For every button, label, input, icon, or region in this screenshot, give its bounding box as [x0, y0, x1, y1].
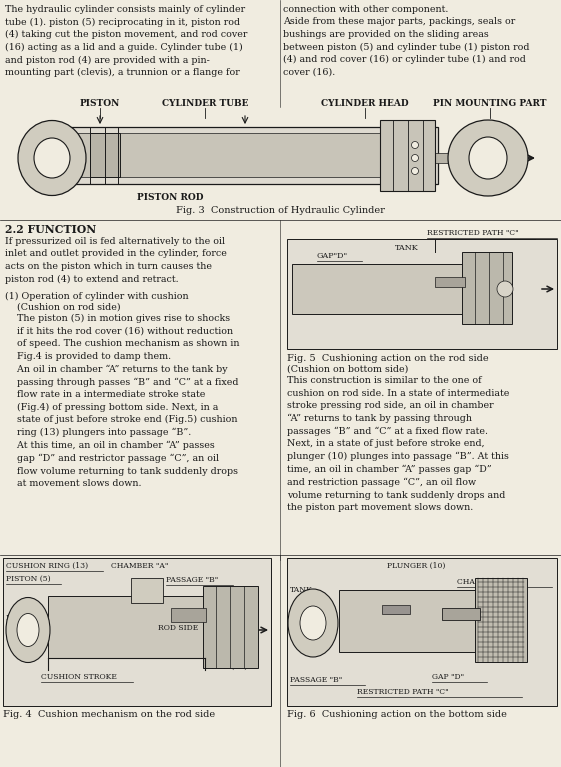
- Bar: [65, 133, 430, 177]
- Text: Fig. 6  Cushioning action on the bottom side: Fig. 6 Cushioning action on the bottom s…: [287, 710, 507, 719]
- Bar: [203, 586, 258, 668]
- Text: ROD SIDE: ROD SIDE: [158, 624, 198, 632]
- Text: (1) Operation of cylinder with cushion: (1) Operation of cylinder with cushion: [5, 292, 188, 301]
- Bar: [58, 127, 438, 184]
- Bar: [287, 558, 557, 706]
- Ellipse shape: [6, 597, 50, 663]
- Text: TANK: TANK: [290, 586, 312, 594]
- Text: Fig. 4  Cushion mechanism on the rod side: Fig. 4 Cushion mechanism on the rod side: [3, 710, 215, 719]
- Text: CYLINDER TUBE: CYLINDER TUBE: [162, 99, 249, 108]
- Text: RESTRICTED PATH "C": RESTRICTED PATH "C": [357, 688, 449, 696]
- Bar: [435, 277, 465, 287]
- Bar: [442, 608, 480, 620]
- Circle shape: [497, 281, 513, 297]
- Text: CUSHION RING (13): CUSHION RING (13): [6, 562, 88, 570]
- Text: (Cushion on rod side): (Cushion on rod side): [5, 303, 121, 312]
- Bar: [287, 239, 557, 349]
- Bar: [131, 578, 163, 603]
- Text: This construction is similar to the one of
cushion on rod side. In a state of in: This construction is similar to the one …: [287, 376, 509, 512]
- Ellipse shape: [469, 137, 507, 179]
- Text: PISTON (5): PISTON (5): [6, 575, 50, 583]
- Text: Fig. 3  Construction of Hydraulic Cylinder: Fig. 3 Construction of Hydraulic Cylinde…: [176, 206, 384, 215]
- Text: TANK: TANK: [395, 244, 419, 252]
- Bar: [382, 605, 410, 614]
- Circle shape: [412, 154, 419, 162]
- Text: PISTON ROD: PISTON ROD: [137, 193, 203, 202]
- Text: PIN MOUNTING PART: PIN MOUNTING PART: [433, 99, 547, 108]
- Text: CHAMBER "A": CHAMBER "A": [111, 562, 168, 570]
- Ellipse shape: [34, 138, 70, 178]
- Ellipse shape: [17, 614, 39, 647]
- Ellipse shape: [300, 606, 326, 640]
- Text: The piston (5) in motion gives rise to shocks
    if it hits the rod cover (16) : The piston (5) in motion gives rise to s…: [5, 314, 240, 489]
- Text: BOTTOM
SIDE: BOTTOM SIDE: [6, 614, 42, 632]
- Text: GAP "D": GAP "D": [432, 673, 464, 681]
- Text: 2.2 FUNCTION: 2.2 FUNCTION: [5, 224, 96, 235]
- Circle shape: [412, 141, 419, 149]
- Text: PISTON: PISTON: [80, 99, 120, 108]
- Ellipse shape: [18, 120, 86, 196]
- Bar: [171, 608, 206, 622]
- Text: connection with other component.
Aside from these major parts, packings, seals o: connection with other component. Aside f…: [283, 5, 530, 77]
- Text: TANK: TANK: [134, 582, 157, 590]
- Ellipse shape: [448, 120, 528, 196]
- Text: PASSAGE "B": PASSAGE "B": [290, 676, 342, 684]
- Text: CYLINDER HEAD: CYLINDER HEAD: [321, 99, 409, 108]
- Bar: [462, 252, 512, 324]
- Text: PLUNGER (10): PLUNGER (10): [387, 562, 445, 570]
- Text: (Cushion on bottom side): (Cushion on bottom side): [287, 365, 408, 374]
- Bar: [3, 558, 271, 706]
- Text: GAP"D": GAP"D": [317, 252, 348, 260]
- Bar: [90, 133, 120, 177]
- Circle shape: [412, 167, 419, 175]
- Text: PASSAGE "B": PASSAGE "B": [166, 576, 218, 584]
- Bar: [475, 578, 527, 662]
- Text: CUSHION STROKE: CUSHION STROKE: [41, 673, 117, 681]
- Text: The hydraulic cylinder consists mainly of cylinder
tube (1). piston (5) reciproc: The hydraulic cylinder consists mainly o…: [5, 5, 247, 77]
- Ellipse shape: [288, 589, 338, 657]
- Bar: [380, 120, 435, 191]
- Text: COVER
ROD (13): COVER ROD (13): [211, 653, 247, 671]
- Bar: [434, 153, 514, 163]
- Bar: [339, 590, 494, 652]
- Text: RESTRICTED PATH "C": RESTRICTED PATH "C": [427, 229, 518, 237]
- Text: CHAMBER "A": CHAMBER "A": [457, 578, 514, 586]
- Text: Fig. 5  Cushioning action on the rod side: Fig. 5 Cushioning action on the rod side: [287, 354, 489, 363]
- Bar: [292, 264, 472, 314]
- Text: If pressurized oil is fed alternatively to the oil
inlet and outlet provided in : If pressurized oil is fed alternatively …: [5, 237, 227, 284]
- Bar: [48, 596, 213, 658]
